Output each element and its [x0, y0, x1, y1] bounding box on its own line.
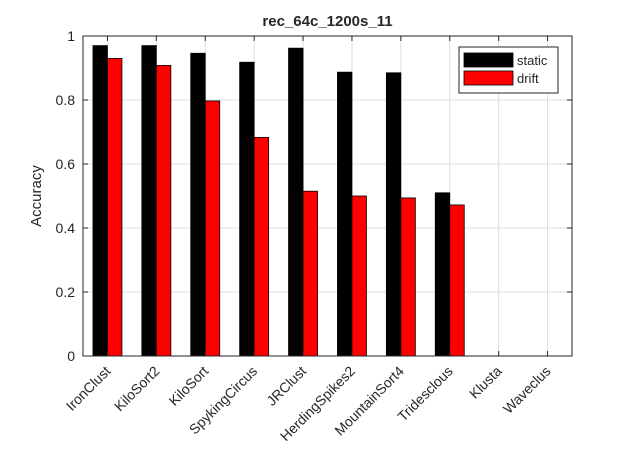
legend: static drift: [458, 46, 559, 94]
bar-static: [141, 45, 157, 357]
y-tick-label: 0.2: [56, 284, 76, 300]
y-tick-label: 1: [67, 28, 75, 44]
legend-label-drift: drift: [517, 71, 539, 86]
x-tick-label: JRClust: [263, 363, 309, 409]
chart-title: rec_64c_1200s_11: [262, 13, 392, 30]
bar-drift: [400, 197, 416, 357]
bar-static: [190, 52, 206, 357]
x-tick-label: KiloSort: [165, 363, 211, 409]
y-tick-label: 0.6: [56, 156, 76, 172]
x-tick-label: Klusta: [466, 363, 505, 402]
bar-drift: [302, 190, 318, 357]
legend-swatch-static: [463, 52, 514, 68]
bar-static: [288, 47, 304, 357]
bars: [92, 45, 465, 357]
bar-static: [434, 192, 451, 357]
x-tick-label: KiloSort2: [111, 363, 163, 415]
bar-static: [92, 45, 108, 357]
y-tick-label: 0.4: [56, 220, 76, 236]
bar-static: [385, 72, 402, 357]
bar-drift: [107, 58, 123, 357]
bar-drift: [351, 195, 367, 357]
y-axis-label: Accuracy: [28, 165, 45, 227]
x-tick-label: IronClust: [63, 363, 114, 414]
bar-drift: [155, 65, 172, 357]
y-axis-ticks: 0 0.2 0.4 0.6 0.8 1: [56, 28, 572, 364]
plot-area: [82, 35, 573, 357]
bar-drift: [204, 100, 221, 357]
bar-static: [337, 71, 353, 357]
bar-static: [239, 61, 255, 357]
legend-swatch-drift: [463, 70, 514, 86]
bar-drift: [449, 204, 465, 357]
legend-label-static: static: [517, 53, 548, 68]
y-tick-label: 0.8: [56, 92, 76, 108]
y-tick-label: 0: [67, 348, 75, 364]
x-tick-label: Waveclus: [500, 363, 554, 417]
bar-drift: [253, 137, 270, 357]
